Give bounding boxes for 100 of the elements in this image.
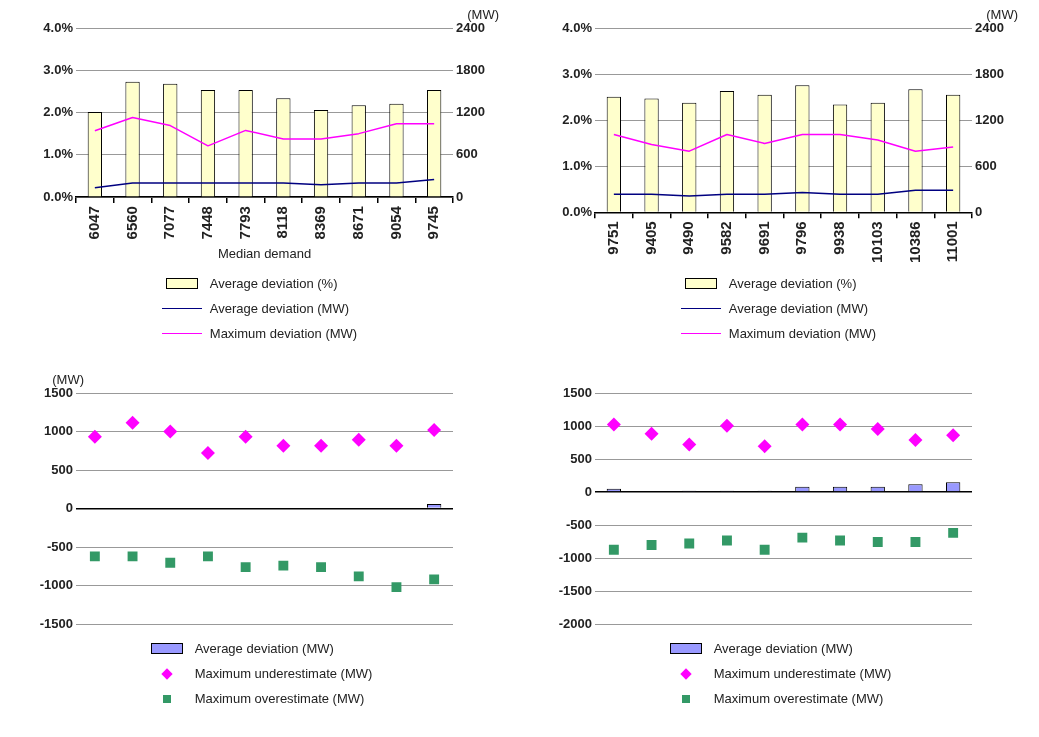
point	[797, 532, 808, 543]
y-tick-label: 1000	[44, 423, 73, 439]
y2-tick-label: 1200	[975, 111, 1004, 127]
y-tick-label: -1500	[558, 582, 592, 598]
point	[948, 527, 959, 538]
y-tick-label: 2.0%	[562, 111, 593, 127]
x-tick-label: 10386	[905, 221, 923, 264]
x-tick-label: 9490	[679, 221, 697, 255]
x-tick-label: 8671	[348, 206, 366, 240]
y-tick-label: 1500	[563, 384, 592, 400]
point	[127, 551, 138, 562]
legend-label: Average deviation (%)	[728, 276, 857, 291]
x-tick-label: 8369	[311, 206, 329, 240]
point	[316, 562, 326, 573]
point	[276, 438, 291, 453]
y-tick-label: 1000	[563, 417, 592, 433]
point	[389, 438, 404, 453]
point	[429, 574, 440, 585]
point	[351, 432, 366, 447]
point	[608, 544, 619, 555]
point	[238, 429, 253, 444]
point	[203, 551, 213, 562]
x-tick-label: 10103	[867, 221, 885, 264]
y-tick-label: 500	[570, 450, 592, 466]
legend-label: Maximum overestimate (MW)	[194, 691, 365, 706]
point	[427, 423, 442, 438]
y-tick-label: -1000	[39, 577, 73, 593]
y2-tick-label: 1800	[456, 61, 485, 77]
y2-axis-title: (MW)	[986, 7, 1018, 23]
x-tick-label: 7077	[160, 206, 178, 240]
point	[314, 438, 329, 453]
point	[908, 432, 923, 447]
y-tick-label: 0	[65, 500, 73, 516]
y-tick-label: 4.0%	[43, 19, 74, 35]
y-tick-label: -2000	[558, 615, 592, 631]
point	[872, 537, 883, 547]
y-tick-label: 1.0%	[43, 146, 74, 162]
y-axis-title: (MW)	[52, 372, 84, 388]
legend-label: Maximum deviation (MW)	[728, 326, 877, 341]
point	[682, 437, 697, 452]
point	[87, 429, 102, 444]
y2-tick-label: 0	[456, 188, 464, 204]
y2-tick-label: 0	[975, 203, 983, 219]
y2-tick-label: 1800	[975, 65, 1004, 81]
y-tick-label: -1500	[39, 615, 73, 631]
legend-label: Maximum deviation (MW)	[209, 326, 358, 341]
x-tick-label: 7793	[235, 206, 253, 240]
legend-label: Maximum underestimate (MW)	[194, 666, 373, 681]
y-tick-label: 500	[51, 461, 73, 477]
point	[719, 418, 734, 433]
x-axis-title: Median demand	[217, 245, 312, 261]
y2-tick-label: 600	[975, 157, 997, 173]
x-tick-label: 9796	[792, 221, 810, 255]
legend-label: Average deviation (%)	[209, 276, 338, 291]
point	[125, 415, 140, 430]
y-tick-label: 2.0%	[43, 104, 74, 120]
legend-label: Average deviation (MW)	[713, 641, 853, 656]
x-tick-label: 11001	[943, 221, 961, 263]
y-tick-label: 0	[584, 483, 592, 499]
y-tick-label: 3.0%	[562, 65, 593, 81]
x-tick-label: 9582	[717, 221, 735, 255]
x-tick-label: 9691	[754, 221, 772, 255]
point	[200, 446, 215, 461]
x-tick-label: 9405	[641, 221, 659, 255]
point	[870, 421, 885, 436]
point	[759, 544, 770, 555]
legend-label: Maximum overestimate (MW)	[713, 691, 884, 706]
point	[606, 417, 621, 432]
y-tick-label: 0.0%	[43, 188, 74, 204]
y-tick-label: 4.0%	[562, 19, 593, 35]
point	[795, 417, 810, 432]
y-tick-label: -500	[46, 538, 73, 554]
point	[240, 562, 251, 573]
point	[835, 535, 845, 546]
y-tick-label: -1000	[558, 549, 592, 565]
y-tick-label: 3.0%	[43, 61, 74, 77]
point	[833, 417, 848, 432]
point	[644, 426, 659, 441]
legend-label: Average deviation (MW)	[209, 301, 350, 316]
x-tick-label: 9938	[830, 221, 848, 255]
x-tick-label: 7448	[198, 206, 216, 240]
x-tick-label: 9745	[424, 206, 442, 240]
point	[391, 582, 402, 593]
y2-tick-label: 600	[456, 146, 478, 162]
x-tick-label: 8118	[273, 206, 291, 239]
x-tick-label: 9054	[386, 205, 404, 240]
point	[89, 551, 100, 562]
point	[353, 571, 364, 582]
point	[278, 560, 289, 571]
x-tick-label: 6560	[122, 206, 140, 240]
point	[684, 538, 695, 549]
point	[757, 439, 772, 454]
y-tick-label: 1.0%	[562, 157, 593, 173]
legend-label: Average deviation (MW)	[728, 301, 869, 316]
point	[165, 557, 176, 568]
point	[163, 424, 178, 439]
x-tick-label: 6047	[84, 206, 102, 240]
point	[910, 537, 921, 547]
point	[946, 428, 961, 443]
y2-axis-title: (MW)	[467, 7, 499, 23]
